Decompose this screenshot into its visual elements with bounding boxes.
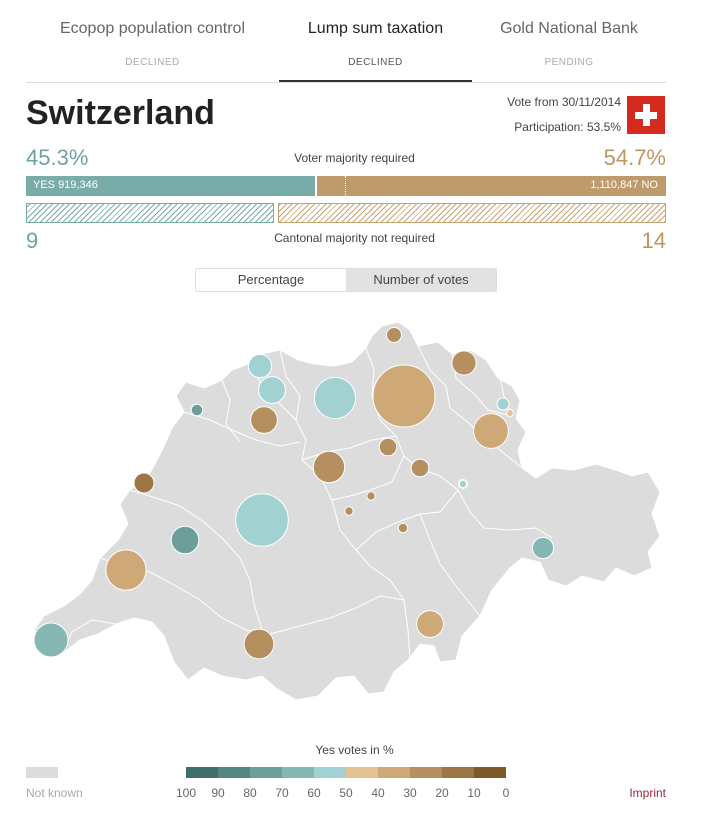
yes-votes-label: YES 919,346 <box>33 179 98 191</box>
canton-bubble[interactable] <box>451 350 477 376</box>
canton-bubble[interactable] <box>410 458 430 478</box>
vote-tabs: Ecopop population control DECLINED Lump … <box>26 0 666 82</box>
view-toggle: Percentage Number of votes <box>195 268 497 292</box>
tab-status: DECLINED <box>125 57 180 68</box>
no-percentage: 54.7% <box>603 145 666 170</box>
yes-bar <box>26 176 315 196</box>
canton-borders <box>61 345 553 661</box>
legend-swatch <box>346 767 378 778</box>
canton-bubble[interactable] <box>372 364 436 428</box>
legend-swatch <box>378 767 410 778</box>
tab-title: Ecopop population control <box>59 20 246 37</box>
legend-swatch <box>282 767 314 778</box>
unknown-label: Not known <box>26 786 83 800</box>
canton-bubble[interactable] <box>250 406 278 434</box>
participation: Participation: 53.5% <box>514 120 621 134</box>
canton-bubbles <box>33 327 555 660</box>
canton-bubble[interactable] <box>235 493 289 547</box>
swiss-flag-icon <box>627 96 665 134</box>
legend-tick: 20 <box>435 786 449 800</box>
legend-tick: 70 <box>275 786 289 800</box>
legend-tick: 60 <box>307 786 321 800</box>
cantonal-majority-label: Cantonal majority not required <box>274 231 435 245</box>
canton-bubble[interactable] <box>458 479 468 489</box>
legend-tick: 40 <box>371 786 385 800</box>
canton-bubble[interactable] <box>190 403 204 417</box>
vote-result-bar: YES 919,346 1,110,847 NO <box>26 176 666 196</box>
legend-ticks: 100 90 80 70 60 50 40 30 20 10 0 <box>170 786 530 800</box>
legend-tick: 0 <box>502 786 510 800</box>
legend-swatch <box>410 767 442 778</box>
cantons-bar <box>26 203 666 223</box>
majority-marker <box>345 176 346 196</box>
yes-percentage: 45.3% <box>26 145 89 170</box>
tab-status: PENDING <box>544 57 594 68</box>
tab-status: DECLINED <box>348 57 403 68</box>
legend-tick: 10 <box>467 786 481 800</box>
canton-bubble[interactable] <box>105 549 147 591</box>
legend-tick: 90 <box>211 786 225 800</box>
canton-bubble[interactable] <box>33 622 69 658</box>
canton-bubble[interactable] <box>366 491 376 501</box>
no-bar <box>317 176 666 196</box>
canton-bubble[interactable] <box>258 376 286 404</box>
tab-title: Gold National Bank <box>500 20 638 37</box>
canton-bubble[interactable] <box>531 536 555 560</box>
legend-tick: 50 <box>339 786 353 800</box>
legend-swatch <box>250 767 282 778</box>
voter-majority-label: Voter majority required <box>294 151 415 165</box>
imprint-link[interactable]: Imprint <box>629 786 666 800</box>
legend-title: Yes votes in % <box>315 743 394 757</box>
cantons-yes-count: 9 <box>26 228 39 253</box>
votes-toggle-button[interactable]: Number of votes <box>346 269 496 291</box>
canton-bubble[interactable] <box>416 610 444 638</box>
canton-bubble[interactable] <box>473 413 509 449</box>
cantons-no-bar <box>278 203 666 223</box>
tabs-divider <box>26 82 666 83</box>
canton-bubble[interactable] <box>506 409 514 417</box>
canton-bubble[interactable] <box>313 376 357 420</box>
canton-bubble[interactable] <box>397 522 409 534</box>
canton-bubble[interactable] <box>243 628 275 660</box>
tab-gold-national-bank[interactable]: Gold National Bank PENDING <box>472 0 666 82</box>
legend-swatch <box>186 767 218 778</box>
legend-tick: 30 <box>403 786 417 800</box>
tab-ecopop[interactable]: Ecopop population control DECLINED <box>26 0 279 82</box>
tab-title: Lump sum taxation <box>307 20 444 37</box>
canton-bubble[interactable] <box>496 397 510 411</box>
canton-bubble[interactable] <box>247 353 273 379</box>
canton-bubble[interactable] <box>133 472 155 494</box>
switzerland-map <box>33 321 661 701</box>
canton-bubble[interactable] <box>386 327 402 343</box>
canton-bubble[interactable] <box>378 437 398 457</box>
legend-swatch <box>218 767 250 778</box>
percentage-toggle-button[interactable]: Percentage <box>196 269 346 291</box>
page-title: Switzerland <box>26 94 215 132</box>
cantons-no-count: 14 <box>641 228 666 253</box>
cantons-yes-bar <box>26 203 274 223</box>
legend-tick: 100 <box>175 786 197 800</box>
legend-swatch <box>474 767 506 778</box>
legend-tick: 80 <box>243 786 257 800</box>
vote-date: Vote from 30/11/2014 <box>507 95 621 109</box>
tab-lump-sum-taxation[interactable]: Lump sum taxation DECLINED <box>279 0 472 82</box>
unknown-swatch <box>26 767 58 778</box>
canton-bubble[interactable] <box>170 525 200 555</box>
legend-swatch <box>442 767 474 778</box>
no-votes-label: 1,110,847 NO <box>590 179 658 191</box>
canton-bubble[interactable] <box>312 450 346 484</box>
legend-swatch <box>314 767 346 778</box>
canton-bubble[interactable] <box>344 506 354 516</box>
